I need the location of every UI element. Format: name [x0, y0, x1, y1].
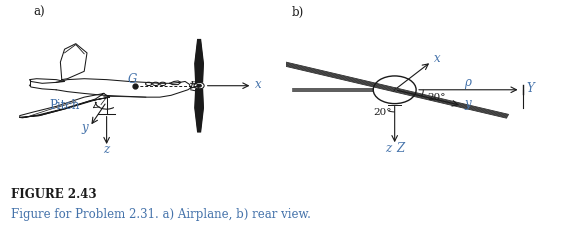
Text: Figure for Problem 2.31. a) Airplane, b) rear view.: Figure for Problem 2.31. a) Airplane, b)… — [11, 208, 311, 221]
Text: Y: Y — [527, 82, 535, 95]
Text: z: z — [384, 142, 391, 155]
Text: a): a) — [34, 6, 45, 19]
Text: y: y — [464, 97, 471, 110]
Text: 20°: 20° — [374, 108, 392, 117]
Circle shape — [197, 84, 201, 87]
Text: x: x — [255, 78, 262, 90]
Text: Z: Z — [396, 142, 404, 155]
Text: y: y — [81, 121, 88, 134]
Text: Pitch: Pitch — [49, 99, 80, 112]
Text: b): b) — [292, 6, 304, 19]
Text: 20°: 20° — [427, 93, 446, 102]
Text: G: G — [128, 73, 137, 86]
Text: FIGURE 2.43: FIGURE 2.43 — [11, 188, 97, 201]
Text: x: x — [434, 52, 441, 65]
Text: P: P — [189, 81, 196, 90]
Text: ρ: ρ — [464, 76, 471, 89]
Text: z: z — [104, 142, 109, 155]
Polygon shape — [195, 40, 203, 82]
Polygon shape — [195, 89, 203, 132]
